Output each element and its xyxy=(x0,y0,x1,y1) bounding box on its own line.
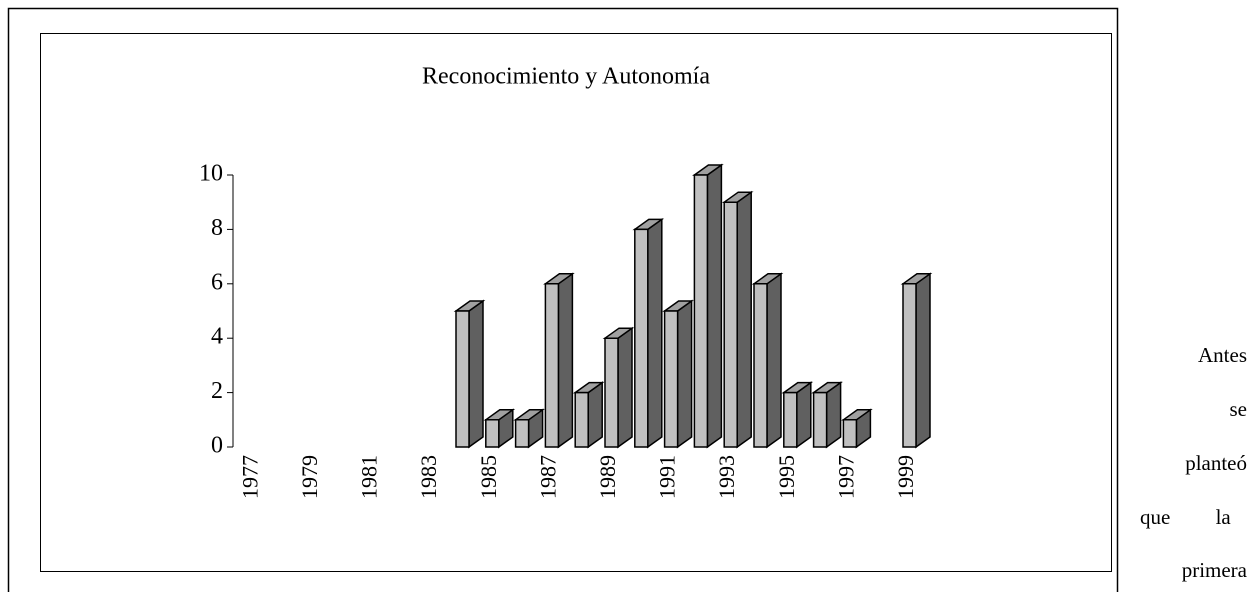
bar-face xyxy=(485,419,500,448)
bar xyxy=(543,272,575,449)
bar xyxy=(721,190,754,449)
body-text: primera xyxy=(1182,558,1248,582)
bar xyxy=(513,408,545,449)
bar xyxy=(751,272,784,449)
x-tick-label: 1997 xyxy=(833,455,858,499)
y-tick-label: 10 xyxy=(199,161,223,187)
x-tick-label: 1989 xyxy=(595,455,620,499)
bar-face xyxy=(617,326,633,449)
bar xyxy=(632,217,665,449)
bar-face xyxy=(825,381,842,449)
bar xyxy=(811,381,843,449)
bar xyxy=(453,299,486,449)
y-tick-label: 6 xyxy=(211,269,223,295)
bar-face xyxy=(647,217,663,449)
y-tick-label: 2 xyxy=(211,378,223,404)
chart-title: Reconocimiento y Autonomía xyxy=(422,64,710,90)
bar-face xyxy=(574,391,589,448)
bar xyxy=(900,272,933,449)
y-tick-label: 4 xyxy=(211,324,223,350)
bar-face xyxy=(663,310,679,448)
bar-face xyxy=(544,283,560,448)
bar-face xyxy=(736,190,752,449)
bar-face xyxy=(693,174,709,448)
bar-face xyxy=(587,381,603,449)
body-text: se xyxy=(1230,397,1248,421)
bar-face xyxy=(902,283,917,448)
body-text: planteó xyxy=(1185,451,1247,475)
x-tick-label: 1987 xyxy=(535,455,560,499)
x-tick-label: 1983 xyxy=(416,455,441,499)
y-tick-label: 0 xyxy=(211,433,223,459)
body-text: que la xyxy=(1140,505,1231,529)
bar-face xyxy=(842,419,858,448)
bar-face xyxy=(634,228,649,448)
bar xyxy=(692,163,724,449)
body-text: Antes xyxy=(1198,343,1247,367)
bar-face xyxy=(812,391,828,448)
x-tick-label: 1991 xyxy=(655,455,680,499)
bar-face xyxy=(455,310,470,448)
bar-face xyxy=(604,337,619,448)
bar-face xyxy=(766,272,782,449)
bar-face xyxy=(783,391,798,448)
bar-face xyxy=(753,283,768,448)
bar xyxy=(781,381,814,449)
bar xyxy=(841,408,873,449)
bar xyxy=(572,381,605,449)
x-tick-label: 1977 xyxy=(237,455,262,499)
x-tick-label: 1999 xyxy=(893,455,918,499)
x-tick-label: 1981 xyxy=(357,455,382,499)
bar-face xyxy=(706,163,723,449)
bar-face xyxy=(676,299,693,449)
bar-face xyxy=(723,201,738,448)
x-tick-label: 1985 xyxy=(476,455,501,499)
x-tick-label: 1979 xyxy=(297,455,322,499)
chart-frame xyxy=(40,33,1112,572)
document-frame xyxy=(7,7,1119,597)
bar-face xyxy=(915,272,931,449)
bar-face xyxy=(796,381,812,449)
x-tick-label: 1993 xyxy=(714,455,739,499)
bar-face xyxy=(557,272,574,449)
bar xyxy=(602,326,635,449)
bar xyxy=(662,299,694,449)
bar-face xyxy=(468,299,484,449)
bar xyxy=(483,408,516,449)
y-tick-label: 8 xyxy=(211,215,223,241)
bar-face xyxy=(514,419,530,448)
x-tick-label: 1995 xyxy=(774,455,799,499)
